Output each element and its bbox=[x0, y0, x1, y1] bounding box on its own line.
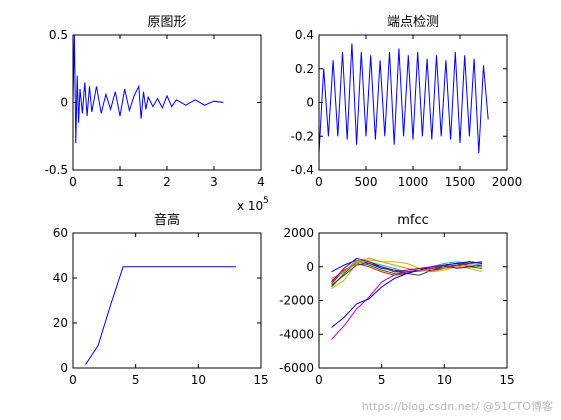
axes-box bbox=[318, 232, 508, 369]
y-tick-label: 0.4 bbox=[295, 28, 314, 42]
x-tick-label: 1 bbox=[116, 175, 124, 189]
x-tick-label: 2 bbox=[163, 175, 171, 189]
y-tick-label: -6000 bbox=[279, 361, 314, 375]
axes-box bbox=[72, 232, 262, 369]
series-group bbox=[319, 43, 489, 154]
y-tick-label: 40 bbox=[53, 271, 68, 285]
y-tick-label: 0 bbox=[60, 361, 68, 375]
series-line-5 bbox=[331, 262, 482, 340]
x-tick-label: 0 bbox=[315, 175, 323, 189]
y-tick-label: 20 bbox=[53, 316, 68, 330]
x-tick-label: 1500 bbox=[445, 175, 476, 189]
x-tick-label: 10 bbox=[437, 373, 452, 387]
series-line-9 bbox=[331, 257, 482, 280]
x-tick-label: 10 bbox=[191, 373, 206, 387]
x-tick-label: 0 bbox=[69, 175, 77, 189]
watermark: https://blog.csdn.net/ @51CTO博客 bbox=[361, 400, 553, 413]
series-line-8 bbox=[331, 261, 482, 328]
series-line-1 bbox=[73, 35, 224, 144]
chart-title: mfcc bbox=[397, 213, 429, 228]
x-tick-label: 1000 bbox=[398, 175, 429, 189]
series-line-1 bbox=[319, 43, 489, 154]
y-tick-label: -0.4 bbox=[291, 163, 314, 177]
x-tick-label: 0 bbox=[69, 373, 77, 387]
chart-panel-4: 0 5 10 15 -6000 -4000 -2000 0 2000 mfcc bbox=[279, 213, 515, 387]
y-tick-label: -0.2 bbox=[291, 129, 314, 143]
y-tick-label: 0 bbox=[306, 96, 314, 110]
x-multiplier: x 10 bbox=[237, 199, 263, 213]
chart-title: 原图形 bbox=[147, 15, 186, 30]
axes-box bbox=[72, 34, 262, 171]
y-tick-label: 2000 bbox=[283, 226, 314, 240]
x-multiplier-exponent: 5 bbox=[263, 196, 269, 206]
y-tick-label: 0 bbox=[306, 260, 314, 274]
x-tick-label: 15 bbox=[253, 373, 268, 387]
x-tick-label: 2000 bbox=[492, 175, 523, 189]
series-line-2 bbox=[331, 261, 482, 288]
series-line-1 bbox=[85, 266, 236, 365]
series-group bbox=[85, 266, 236, 365]
chart-title: 端点检测 bbox=[387, 15, 439, 30]
x-tick-label: 500 bbox=[355, 175, 378, 189]
y-tick-label: -0.5 bbox=[45, 163, 68, 177]
series-group bbox=[331, 257, 483, 340]
series-group bbox=[73, 35, 224, 144]
x-tick-label: 0 bbox=[315, 373, 323, 387]
x-tick-label: 5 bbox=[132, 373, 140, 387]
y-tick-label: 60 bbox=[53, 226, 68, 240]
x-tick-label: 5 bbox=[378, 373, 386, 387]
x-tick-label: 15 bbox=[499, 373, 514, 387]
chart-panel-2: 0 500 1000 1500 2000 -0.4 -0.2 0 0.2 0.4 端点检测 bbox=[291, 15, 523, 189]
y-tick-label: 0.2 bbox=[295, 62, 314, 76]
chart-title: 音高 bbox=[154, 212, 180, 228]
chart-panel-3: 0 5 10 15 0 20 40 60 音高 bbox=[53, 212, 269, 387]
y-tick-label: 0 bbox=[60, 96, 68, 110]
x-tick-label: 3 bbox=[210, 175, 218, 189]
y-tick-label: -4000 bbox=[279, 327, 314, 341]
y-tick-label: 0.5 bbox=[49, 28, 68, 42]
y-tick-label: -2000 bbox=[279, 294, 314, 308]
x-tick-label: 4 bbox=[257, 175, 265, 189]
series-line-10 bbox=[331, 257, 482, 283]
